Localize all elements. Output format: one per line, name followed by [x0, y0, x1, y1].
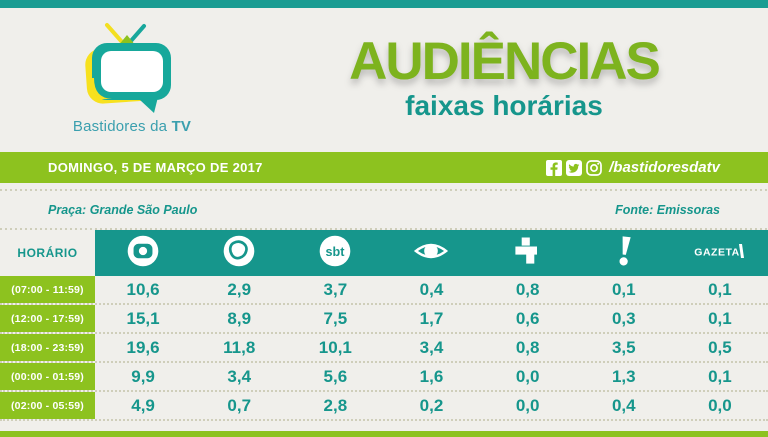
time-slot-label: (12:00 - 17:59): [0, 305, 95, 332]
channel-logos-row: sbt: [95, 230, 768, 276]
rating-cultura: 0,8: [515, 279, 540, 299]
table-row: (02:00 - 05:59) 4,9 0,7 2,8 0,2 0,0 0,4 …: [0, 392, 768, 421]
rating-record: 8,9: [227, 308, 252, 328]
rating-sbt: 3,7: [323, 279, 348, 299]
time-slot-label: (07:00 - 11:59): [0, 276, 95, 303]
rating-gazeta: 0,1: [708, 308, 732, 328]
top-accent-bar: [0, 0, 768, 8]
gazeta-logo-icon: GAZETA: [694, 243, 744, 258]
rating-redetv: 0,4: [611, 395, 636, 415]
sbt-logo-icon: sbt: [320, 235, 351, 266]
sbt-glyph: sbt: [326, 244, 346, 258]
time-slot-label: (00:00 - 01:59): [0, 363, 95, 390]
rating-globo: 4,9: [131, 395, 155, 415]
rating-gazeta: 0,0: [708, 395, 732, 415]
rating-cultura: 0,0: [515, 366, 540, 386]
rating-sbt: 10,1: [318, 337, 352, 357]
table-row: (07:00 - 11:59) 10,6 2,9 3,7 0,4 0,8 0,1…: [0, 276, 768, 305]
brand-name-bold: TV: [171, 118, 192, 135]
channel-cultura: [510, 233, 546, 274]
channel-globo: [125, 233, 161, 274]
rating-redetv: 1,3: [611, 366, 636, 386]
rating-gazeta: 0,5: [708, 337, 732, 357]
cultura-logo-icon: [515, 237, 537, 264]
rating-redetv: 3,5: [611, 337, 636, 357]
meta-content: Praça: Grande São Paulo Fonte: Emissoras: [0, 191, 768, 228]
twitter-icon: [566, 159, 583, 176]
redetv-logo-icon: [619, 235, 631, 266]
page-subtitle: faixas horárias: [405, 90, 603, 121]
time-column-header: HORÁRIO: [17, 246, 78, 260]
table-row: (18:00 - 23:59) 19,6 11,8 10,1 3,4 0,8 3…: [0, 334, 768, 363]
rating-redetv: 0,3: [611, 308, 636, 328]
channel-record: [221, 233, 257, 274]
page-title: AUDIÊNCIAS: [349, 32, 661, 91]
rating-record: 3,4: [227, 366, 252, 386]
brand-name-regular: Bastidores da: [72, 118, 172, 135]
gazeta-glyph: GAZETA: [694, 246, 739, 258]
record-logo-icon: [223, 235, 255, 266]
rating-record: 0,7: [227, 395, 252, 415]
place-label: Praça: Grande São Paulo: [48, 202, 198, 217]
instagram-icon: [586, 159, 602, 176]
row-values: 15,1 8,9 7,5 1,7 0,6 0,3 0,1: [95, 305, 768, 332]
table-header: HORÁRIO sbt: [0, 230, 768, 276]
rating-band: 3,4: [419, 337, 444, 357]
brand-name: Bastidores da TV: [44, 118, 220, 135]
dotted-divider: [0, 189, 768, 191]
rating-sbt: 5,6: [323, 366, 348, 386]
rating-cultura: 0,8: [515, 337, 540, 357]
rating-record: 11,8: [223, 337, 256, 357]
row-values: 9,9 3,4 5,6 1,6 0,0 1,3 0,1: [95, 363, 768, 390]
facebook-icon: [546, 159, 563, 176]
row-values: 4,9 0,7 2,8 0,2 0,0 0,4 0,0: [95, 392, 768, 419]
date-bar: DOMINGO, 5 DE MARÇO DE 2017 /bastidoresd…: [0, 152, 768, 183]
table-row: (00:00 - 01:59) 9,9 3,4 5,6 1,6 0,0 1,3 …: [0, 363, 768, 392]
rating-globo: 10,6: [126, 279, 160, 299]
social-handle: /bastidoresdatv: [609, 159, 720, 176]
rating-cultura: 0,6: [515, 308, 540, 328]
rating-globo: 9,9: [131, 366, 155, 386]
rating-band: 0,2: [419, 395, 444, 415]
row-values: 10,6 2,9 3,7 0,4 0,8 0,1 0,1: [95, 276, 768, 303]
date-label: DOMINGO, 5 DE MARÇO DE 2017: [48, 160, 263, 175]
rating-record: 2,9: [227, 279, 252, 299]
rating-band: 1,7: [419, 308, 444, 328]
channel-gazeta: GAZETA: [689, 233, 751, 274]
globo-logo-icon: [127, 235, 159, 266]
rating-redetv: 0,1: [611, 279, 636, 299]
rating-cultura: 0,0: [515, 395, 540, 415]
bottom-accent-bar: [0, 431, 768, 437]
channel-band: [410, 233, 452, 274]
rating-band: 1,6: [419, 366, 444, 386]
rating-globo: 19,6: [126, 337, 160, 357]
meta-bar: Praça: Grande São Paulo Fonte: Emissoras: [0, 183, 768, 230]
row-values: 19,6 11,8 10,1 3,4 0,8 3,5 0,5: [95, 334, 768, 361]
dotted-divider: [0, 228, 768, 230]
rating-band: 0,4: [419, 279, 444, 299]
rating-sbt: 7,5: [323, 308, 348, 328]
rating-gazeta: 0,1: [708, 279, 732, 299]
time-slot-label: (18:00 - 23:59): [0, 334, 95, 361]
title-block: AUDIÊNCIAS faixas horárias: [270, 34, 738, 121]
rating-sbt: 2,8: [323, 395, 348, 415]
social-links: /bastidoresdatv: [546, 159, 720, 176]
band-logo-icon: [414, 243, 449, 258]
table-row: (12:00 - 17:59) 15,1 8,9 7,5 1,7 0,6 0,3…: [0, 305, 768, 334]
rating-globo: 15,1: [126, 308, 160, 328]
source-label: Fonte: Emissoras: [615, 202, 720, 217]
channel-redetv: [606, 233, 642, 274]
rating-gazeta: 0,1: [708, 366, 732, 386]
tv-icon: [85, 23, 171, 113]
channel-sbt: sbt: [317, 233, 353, 274]
brand-logo: Bastidores da TV: [44, 22, 220, 135]
header: Bastidores da TV AUDIÊNCIAS faixas horár…: [0, 8, 768, 152]
time-slot-label: (02:00 - 05:59): [0, 392, 95, 419]
